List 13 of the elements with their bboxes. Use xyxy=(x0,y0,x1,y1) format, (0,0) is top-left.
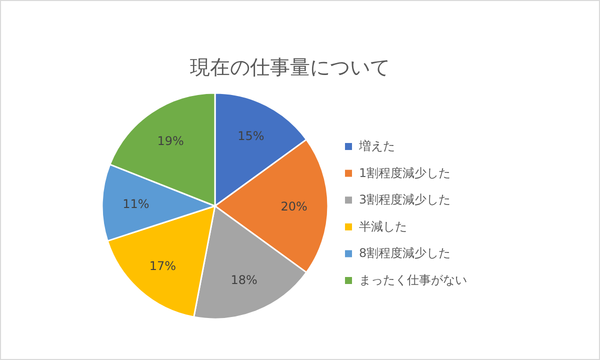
legend-label: まったく仕事がない xyxy=(359,273,467,287)
legend-label: 半減した xyxy=(359,219,407,234)
legend-label: 増えた xyxy=(358,139,395,153)
data-label: 19% xyxy=(157,134,184,148)
legend-label: 8割程度減少した xyxy=(359,246,451,260)
data-label: 18% xyxy=(230,273,258,288)
data-label: 17% xyxy=(149,258,176,273)
data-label: 15% xyxy=(238,129,264,144)
legend-label: 1割程度減少した xyxy=(359,166,451,180)
legend-label: 3割程度減少した xyxy=(359,192,451,207)
data-label: 20% xyxy=(280,200,308,214)
data-label: 11% xyxy=(122,197,150,212)
chart-title: 現在の仕事量について xyxy=(190,55,390,79)
